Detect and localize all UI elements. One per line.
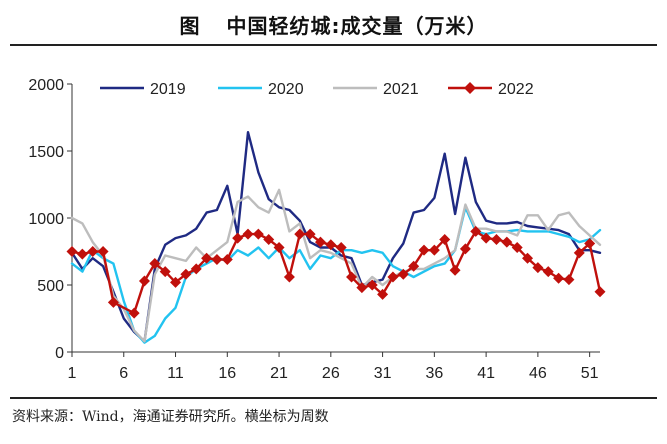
- point-2022: [439, 233, 451, 245]
- y-tick-label: 0: [55, 345, 64, 362]
- point-2022: [180, 268, 192, 280]
- legend: 2019 2020 2021 2022: [100, 81, 534, 98]
- top-rule: [10, 44, 657, 46]
- series-layer: [66, 131, 606, 344]
- point-2022: [294, 228, 306, 240]
- point-2022: [211, 254, 223, 266]
- legend-label-2022: 2022: [498, 81, 534, 98]
- x-tick-label: 21: [270, 365, 288, 382]
- legend-label-2019: 2019: [150, 81, 186, 98]
- y-tick-label: 500: [37, 278, 64, 295]
- point-2022: [584, 237, 596, 249]
- point-2022: [273, 241, 285, 253]
- point-2022: [356, 282, 368, 294]
- point-2022: [377, 288, 389, 300]
- point-2022: [542, 266, 554, 278]
- y-tick-label: 2000: [28, 77, 64, 94]
- point-2022: [408, 260, 420, 272]
- point-2022: [522, 252, 534, 264]
- point-2022: [128, 307, 140, 319]
- point-2022: [470, 225, 482, 237]
- y-tick-label: 1000: [28, 211, 64, 228]
- point-2022: [366, 279, 378, 291]
- point-2022: [201, 252, 213, 264]
- point-2022: [66, 246, 78, 257]
- series-line-2019: [70, 131, 602, 343]
- source-note: 资料来源：Wind，海通证券研究所。横坐标为周数: [12, 409, 329, 425]
- point-2022: [232, 232, 244, 244]
- point-2022: [459, 243, 471, 255]
- point-2022: [511, 241, 523, 253]
- point-2022: [532, 262, 544, 274]
- y-tick-label: 1500: [28, 144, 64, 161]
- point-2022: [138, 275, 150, 287]
- x-tick-label: 51: [581, 365, 599, 382]
- chart-title: 图 中国轻纺城:成交量（万米）: [0, 10, 667, 38]
- figure-label: 图: [179, 14, 201, 38]
- x-tick-label: 41: [477, 365, 495, 382]
- point-2022: [263, 233, 275, 245]
- point-2022: [428, 244, 440, 256]
- x-tick-label: 46: [529, 365, 547, 382]
- x-tick-label: 6: [119, 365, 128, 382]
- point-2022: [97, 246, 109, 257]
- point-2022: [335, 241, 347, 253]
- x-tick-label: 31: [374, 365, 392, 382]
- point-2022: [346, 271, 358, 283]
- point-2022: [242, 228, 254, 240]
- point-2022: [76, 248, 88, 260]
- point-2022: [387, 271, 399, 283]
- point-2022: [149, 258, 161, 270]
- x-tick-label: 26: [322, 365, 340, 382]
- point-2022: [87, 246, 99, 257]
- point-2022: [563, 274, 575, 286]
- point-2022: [221, 254, 233, 266]
- point-2022: [573, 247, 585, 259]
- point-2022: [397, 268, 409, 280]
- chart-title-text: 中国轻纺城:成交量（万米）: [226, 14, 488, 38]
- point-2022: [594, 286, 606, 298]
- point-2022: [304, 228, 316, 240]
- point-2022: [159, 266, 171, 278]
- point-2022: [501, 236, 513, 248]
- x-tick-label: 11: [167, 365, 184, 382]
- point-2022: [449, 264, 461, 276]
- point-2022: [252, 228, 264, 240]
- legend-label-2021: 2021: [383, 81, 419, 98]
- legend-label-2020: 2020: [268, 81, 304, 98]
- point-2022: [418, 244, 430, 256]
- legend-marker-2022: [464, 82, 476, 94]
- point-2022: [283, 271, 295, 283]
- point-2022: [314, 236, 326, 248]
- x-tick-label: 1: [68, 365, 77, 382]
- point-2022: [170, 276, 182, 288]
- x-tick-label: 36: [425, 365, 443, 382]
- bottom-rule: [10, 397, 657, 399]
- point-2022: [325, 239, 337, 251]
- point-2022: [553, 272, 565, 284]
- point-2022: [490, 233, 502, 245]
- point-2022: [107, 296, 119, 308]
- point-2022: [480, 232, 492, 244]
- x-tick-label: 16: [218, 365, 236, 382]
- series-line-2021: [70, 188, 602, 343]
- point-2022: [190, 263, 202, 275]
